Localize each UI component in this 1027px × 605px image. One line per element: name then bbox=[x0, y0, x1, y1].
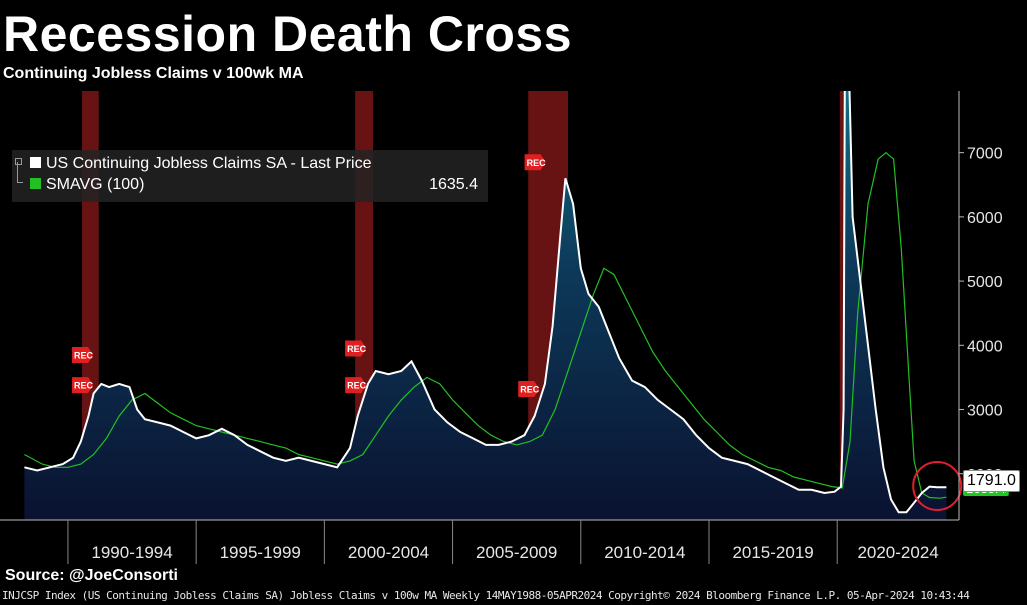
rec-marker-label: REC bbox=[520, 384, 540, 394]
y-tick-label: 4000 bbox=[967, 338, 1003, 355]
legend-item-sma: SMAVG (100) bbox=[30, 175, 144, 195]
legend-label-claims: US Continuing Jobless Claims SA - Last P… bbox=[46, 155, 372, 172]
footer-copyright: INJCSP Index (US Continuing Jobless Clai… bbox=[2, 589, 970, 602]
x-tick-label: 1990-1994 bbox=[91, 543, 172, 562]
x-tick-label: 2020-2024 bbox=[857, 543, 938, 562]
highlight-circle bbox=[912, 460, 963, 511]
rec-marker bbox=[345, 340, 367, 357]
y-tick-label: 5000 bbox=[967, 274, 1003, 291]
legend-tree-line-icon bbox=[17, 162, 23, 183]
claims-area-fill bbox=[24, 91, 947, 520]
x-tick-label: 2000-2004 bbox=[348, 543, 429, 562]
legend-swatch-green bbox=[30, 178, 41, 189]
legend-tree-icon bbox=[15, 158, 22, 165]
series-line-claims bbox=[24, 91, 947, 514]
x-tick-label: 2010-2014 bbox=[604, 543, 685, 562]
rec-marker bbox=[345, 377, 367, 394]
y-tick-label: 7000 bbox=[967, 146, 1003, 163]
recession-band bbox=[839, 91, 847, 520]
chart-title: Recession Death Cross bbox=[3, 6, 573, 62]
rec-marker-label: REC bbox=[527, 158, 547, 168]
legend-label-sma: SMAVG (100) bbox=[46, 176, 145, 193]
rec-marker bbox=[524, 154, 546, 171]
legend: US Continuing Jobless Claims SA - Last P… bbox=[12, 150, 488, 202]
last-price-badge: 1791.0 bbox=[963, 470, 1020, 492]
rec-marker bbox=[72, 346, 94, 363]
y-tick-label: 3000 bbox=[967, 403, 1003, 420]
rec-marker-label: REC bbox=[74, 381, 94, 391]
legend-swatch-white bbox=[30, 157, 41, 168]
x-tick-label: 1995-1999 bbox=[220, 543, 301, 562]
x-tick-label: 2015-2019 bbox=[732, 543, 813, 562]
source-credit: Source: @JoeConsorti bbox=[5, 567, 178, 584]
rec-marker-label: REC bbox=[347, 344, 367, 354]
y-tick-label: 6000 bbox=[967, 210, 1003, 227]
rec-marker bbox=[518, 380, 540, 397]
legend-value-sma: 1635.4 bbox=[429, 176, 478, 193]
series-line-sma bbox=[24, 151, 947, 499]
rec-marker bbox=[72, 377, 94, 394]
x-tick-label: 2005-2009 bbox=[476, 543, 557, 562]
legend-item-claims: US Continuing Jobless Claims SA - Last P… bbox=[30, 154, 371, 174]
rec-marker-label: REC bbox=[74, 350, 94, 360]
rec-marker-label: REC bbox=[347, 381, 367, 391]
chart-subtitle: Continuing Jobless Claims v 100wk MA bbox=[3, 65, 304, 82]
